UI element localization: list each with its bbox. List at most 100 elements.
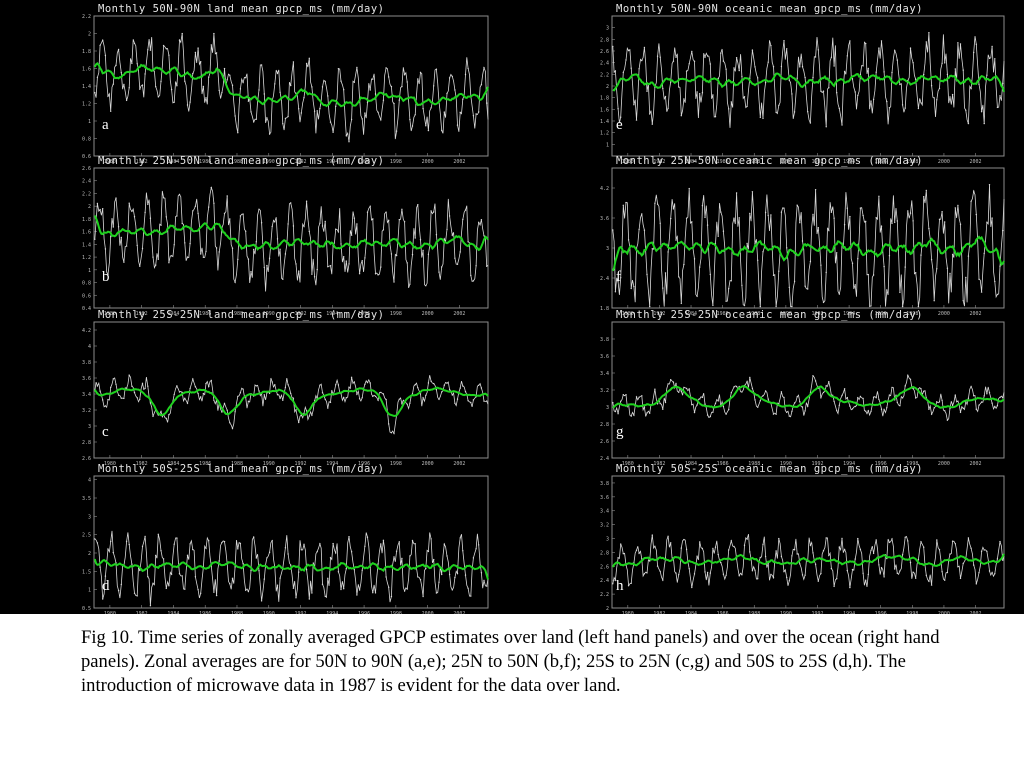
data-point [430,538,432,540]
data-point [398,398,400,400]
data-point [614,70,617,72]
data-point [762,251,764,253]
data-point [617,413,619,415]
data-point [917,107,920,110]
data-point [757,578,759,580]
y-tick-label: 4.2 [82,328,91,334]
x-tick-label: 1982 [136,311,148,317]
data-point [451,75,453,78]
data-point [263,578,265,580]
data-point [377,399,379,401]
data-point [422,397,424,399]
data-point [865,410,867,412]
panel-frame-f [611,167,1005,309]
data-point [200,253,202,255]
data-point [470,595,472,597]
data-point [904,385,906,387]
data-point [229,74,231,77]
data-point [822,301,825,304]
data-point [260,222,263,224]
data-point [691,221,693,223]
data-point [975,408,977,410]
data-point [886,289,888,291]
data-point [764,390,767,392]
data-point [478,384,480,386]
y-tick-label: 2.4 [600,456,609,462]
x-tick-label: 1982 [136,159,148,165]
data-point [693,60,696,62]
data-point [988,392,991,394]
data-point [393,102,395,105]
data-point [812,375,814,377]
data-point [94,91,96,94]
data-point [144,387,146,390]
data-point [414,384,416,386]
data-point [859,207,862,209]
data-point [783,207,785,209]
y-tick-label: 4 [88,478,91,484]
data-point [409,118,411,121]
data-point [851,78,854,80]
data-point [168,585,170,587]
series-smoothed-a [93,62,489,108]
data-point [268,392,271,395]
data-point [398,99,400,101]
data-point [382,393,385,395]
data-point [722,573,725,575]
data-point [478,221,480,224]
data-point [957,204,959,207]
data-point [395,254,398,257]
data-point [319,543,321,545]
data-point [894,221,896,224]
data-point [849,215,851,218]
data-point [284,117,287,120]
data-point [872,396,875,398]
data-point [646,412,648,414]
data-point [886,557,888,560]
data-point [838,546,840,548]
data-point [229,583,231,585]
data-point [714,402,717,405]
data-point [783,570,785,573]
data-point [380,119,382,121]
y-tick-label: 3.2 [600,388,609,394]
data-point [419,579,422,581]
data-point [268,133,271,135]
data-point [178,391,181,393]
data-point [656,203,659,205]
data-point [311,592,313,594]
data-point [820,90,822,92]
series-smoothed-d [93,558,489,580]
panel-letter-f: f [616,269,621,285]
data-point [372,78,374,80]
data-point [253,536,255,538]
data-point [358,589,361,591]
data-point [364,257,366,259]
data-point [441,266,443,268]
data-point [441,391,443,393]
data-point [345,568,347,570]
data-point [672,208,675,210]
data-point [836,410,838,412]
y-tick-label: 1.4 [82,84,91,90]
data-point [983,549,985,551]
data-point [475,548,477,550]
data-point [313,110,316,112]
x-tick-label: 1984 [167,461,179,467]
x-tick-label: 1984 [167,159,179,165]
data-point [221,92,223,94]
x-tick-label: 2000 [422,611,434,614]
data-point [843,224,846,226]
data-point [836,92,838,94]
data-point [656,55,659,57]
data-point [107,398,109,401]
data-point [741,391,743,393]
x-tick-label: 1998 [390,461,402,467]
data-point [295,409,297,411]
data-point [96,202,99,205]
data-point [382,229,385,231]
data-point [165,48,167,50]
y-tick-label: 3.6 [600,216,609,222]
y-tick-label: 0.8 [82,281,91,287]
y-tick-label: 3.4 [600,509,609,515]
